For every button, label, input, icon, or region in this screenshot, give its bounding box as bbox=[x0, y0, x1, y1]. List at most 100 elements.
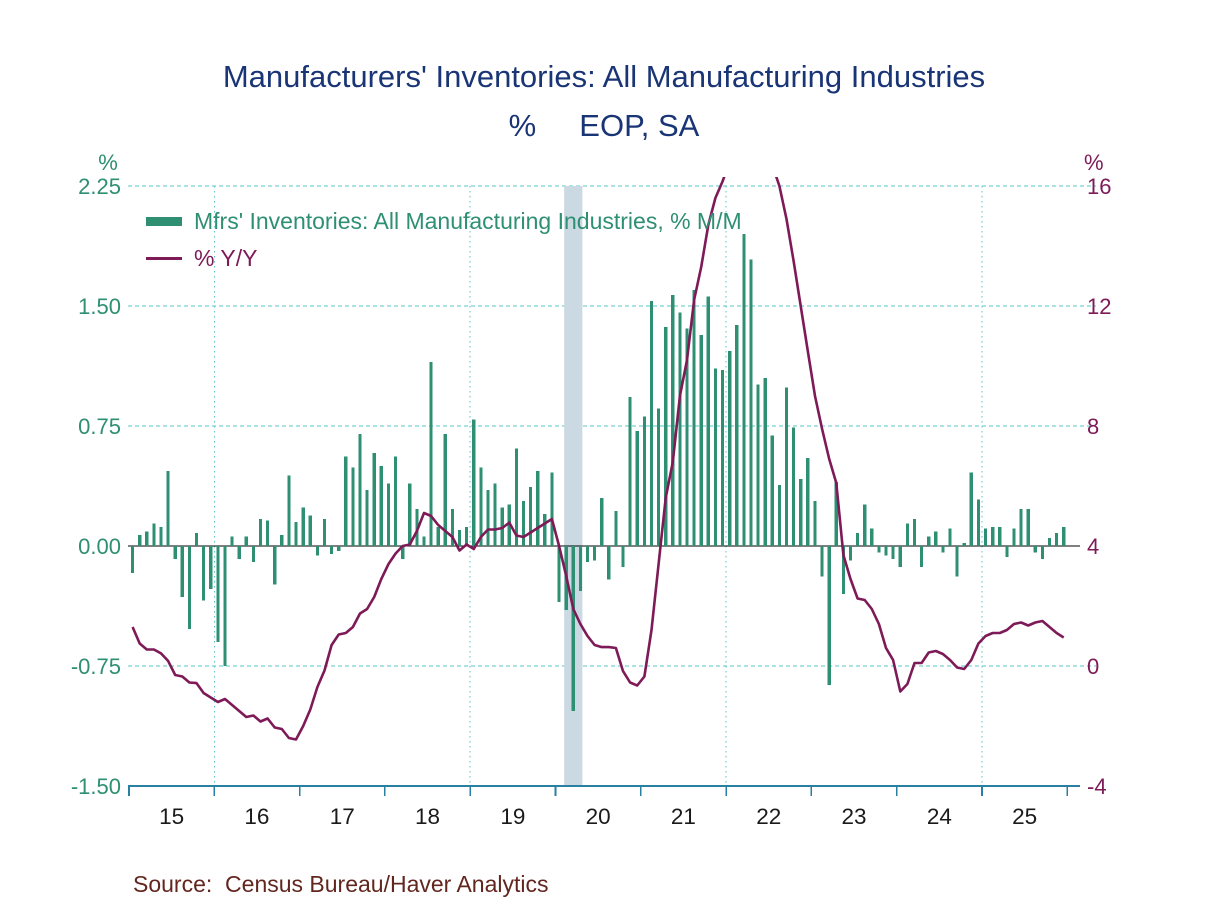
mm-bar bbox=[1019, 509, 1023, 546]
mm-bar bbox=[635, 430, 639, 546]
legend-item-yy: % Y/Y bbox=[146, 240, 742, 277]
mm-bar bbox=[927, 536, 931, 546]
mm-bar bbox=[749, 259, 753, 546]
mm-bar bbox=[393, 456, 398, 546]
mm-bar bbox=[820, 546, 824, 577]
mm-bar bbox=[529, 486, 533, 546]
x-axis-year-label: 23 bbox=[842, 804, 867, 829]
mm-bar bbox=[557, 546, 561, 602]
mm-bar bbox=[763, 378, 767, 546]
chart-title-line2: % EOP, SA bbox=[508, 108, 700, 143]
mm-bar bbox=[443, 434, 447, 546]
mm-bar bbox=[351, 467, 355, 546]
mm-bar bbox=[379, 466, 383, 546]
mm-bar bbox=[550, 472, 554, 546]
mm-bar bbox=[493, 483, 497, 546]
x-axis-year-label: 21 bbox=[671, 804, 696, 829]
left-axis-tick-label: 2.25 bbox=[78, 174, 121, 199]
x-axis-year-label: 22 bbox=[756, 804, 781, 829]
mm-bar bbox=[237, 546, 241, 559]
mm-bar bbox=[991, 526, 995, 546]
mm-bar bbox=[742, 234, 746, 546]
mm-bar bbox=[578, 546, 582, 591]
mm-bar bbox=[1040, 546, 1045, 559]
mm-bar bbox=[969, 472, 973, 546]
mm-bar bbox=[230, 536, 234, 546]
legend-item-mm: Mfrs' Inventories: All Manufacturing Ind… bbox=[146, 203, 742, 240]
mm-bar bbox=[955, 546, 959, 577]
mm-bar bbox=[187, 546, 192, 630]
right-axis-unit: % bbox=[1084, 150, 1104, 175]
mm-bar bbox=[202, 546, 206, 601]
legend-label-yy: % Y/Y bbox=[194, 245, 258, 271]
mm-bar bbox=[329, 546, 334, 554]
mm-bar bbox=[649, 301, 654, 546]
mm-bar bbox=[983, 528, 988, 546]
mm-bar bbox=[536, 470, 540, 546]
mm-bar bbox=[514, 448, 519, 546]
left-axis-tick-label: 0.75 bbox=[78, 414, 121, 439]
mm-bar bbox=[266, 520, 270, 546]
mm-bar bbox=[692, 290, 696, 546]
mm-bar bbox=[585, 546, 590, 562]
legend-line-swatch-icon bbox=[146, 257, 182, 260]
mm-bar bbox=[543, 514, 547, 546]
mm-bar bbox=[308, 515, 312, 546]
mm-bar bbox=[465, 526, 469, 546]
mm-bar bbox=[1047, 538, 1052, 546]
x-axis-year-label: 18 bbox=[415, 804, 440, 829]
x-axis-year-label: 20 bbox=[586, 804, 611, 829]
chart-legend: Mfrs' Inventories: All Manufacturing Ind… bbox=[146, 203, 742, 277]
left-axis-unit: % bbox=[98, 150, 118, 175]
left-axis-tick-label: 0.00 bbox=[78, 534, 121, 559]
mm-bar bbox=[713, 368, 718, 546]
mm-bar bbox=[223, 546, 227, 666]
mm-bar bbox=[784, 387, 789, 546]
mm-bar bbox=[273, 546, 277, 585]
mm-bar bbox=[521, 501, 526, 546]
mm-bar bbox=[216, 546, 220, 642]
mm-bar bbox=[664, 326, 668, 546]
mm-bar bbox=[777, 485, 782, 546]
mm-bar bbox=[841, 546, 845, 594]
mm-bar bbox=[848, 546, 853, 561]
mm-bar bbox=[770, 435, 774, 546]
mm-bar bbox=[337, 546, 341, 551]
mm-bar bbox=[159, 526, 163, 546]
mm-bar bbox=[422, 536, 426, 546]
mm-bar bbox=[891, 546, 895, 559]
mm-bar bbox=[792, 427, 796, 546]
mm-bar bbox=[728, 350, 732, 546]
mm-bar bbox=[699, 334, 703, 546]
mm-bar bbox=[1033, 546, 1037, 553]
mm-bar bbox=[1005, 546, 1009, 558]
mm-bar bbox=[877, 546, 881, 553]
mm-bar bbox=[479, 467, 483, 546]
x-axis-year-label: 15 bbox=[159, 804, 184, 829]
source-note: Source: Census Bureau/Haver Analytics bbox=[133, 871, 549, 897]
mm-bar bbox=[209, 546, 213, 590]
mm-bar bbox=[450, 509, 455, 546]
mm-bar bbox=[386, 483, 391, 546]
mm-bar bbox=[706, 296, 710, 546]
mm-bar bbox=[884, 546, 888, 556]
mm-bar bbox=[436, 526, 440, 546]
mm-bar bbox=[592, 546, 597, 561]
mm-bar bbox=[621, 546, 625, 567]
mm-bar bbox=[941, 546, 945, 553]
mm-bar bbox=[870, 528, 874, 546]
mm-bar bbox=[1012, 528, 1016, 546]
mm-bar bbox=[166, 470, 170, 546]
mm-bar bbox=[322, 518, 327, 546]
mm-bar bbox=[671, 294, 675, 546]
mm-bar bbox=[315, 546, 319, 556]
right-axis-tick-label: 8 bbox=[1087, 414, 1099, 439]
mm-bar bbox=[571, 546, 575, 711]
left-axis-tick-label: -1.50 bbox=[71, 774, 121, 799]
mm-bar bbox=[372, 453, 376, 546]
mm-bar bbox=[244, 536, 248, 546]
right-axis-tick-label: -4 bbox=[1087, 774, 1107, 799]
mm-bar bbox=[173, 546, 177, 559]
